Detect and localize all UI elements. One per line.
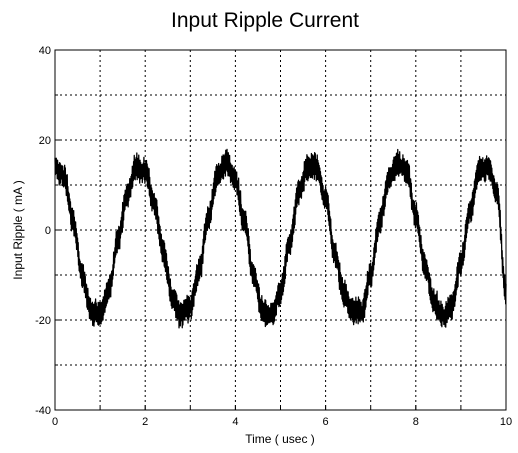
x-tick-label: 0 [52, 416, 58, 428]
y-tick-label: -20 [35, 315, 51, 327]
series-line [54, 148, 507, 329]
y-tick-label: 0 [45, 225, 51, 237]
grid-lines [55, 50, 506, 410]
y-tick-label: 40 [39, 45, 51, 57]
x-axis-ticks: 0 2 4 6 8 10 [52, 405, 512, 428]
x-tick-label: 10 [500, 416, 512, 428]
plot-frame [54, 49, 507, 411]
x-tick-label: 8 [413, 416, 419, 428]
y-axis-ticks: -40 -20 0 20 40 [35, 45, 60, 417]
y-axis-label: Input Ripple ( mA ) [11, 180, 25, 279]
x-tick-label: 4 [232, 416, 238, 428]
y-tick-label: 20 [39, 135, 51, 147]
x-tick-label: 2 [142, 416, 148, 428]
x-tick-label: 6 [323, 416, 329, 428]
y-tick-label: -40 [35, 405, 51, 417]
x-axis-label: Time ( usec ) [245, 432, 315, 446]
chart-title: Input Ripple Current [171, 9, 359, 32]
